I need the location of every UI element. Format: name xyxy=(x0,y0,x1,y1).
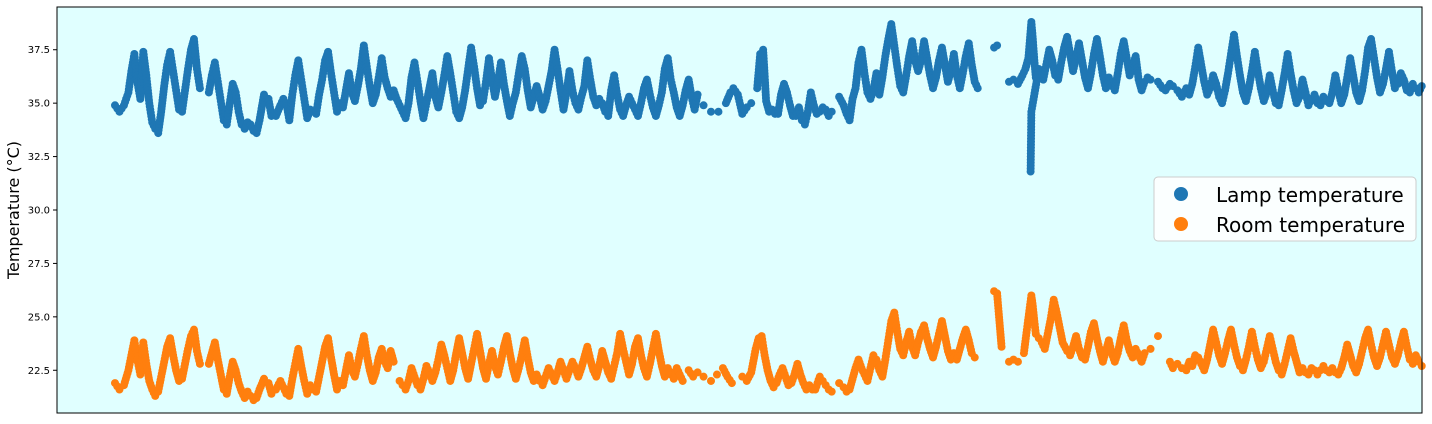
legend-box xyxy=(1153,176,1417,242)
legend-label-lamp: Lamp temperature xyxy=(1216,183,1404,207)
data-point xyxy=(693,368,702,377)
data-point xyxy=(1140,349,1149,358)
y-axis: 22.5 25.0 27.5 30.0 32.5 35.0 37.5 xyxy=(28,45,57,377)
data-point xyxy=(1026,167,1035,176)
data-point xyxy=(997,342,1006,351)
legend: Lamp temperature Room temperature xyxy=(1153,176,1417,242)
data-point xyxy=(727,379,736,388)
data-point xyxy=(699,372,708,381)
data-point xyxy=(707,376,715,385)
data-point xyxy=(195,359,204,368)
data-point xyxy=(1146,344,1155,353)
data-point xyxy=(747,99,756,108)
data-point xyxy=(693,90,702,99)
data-point xyxy=(389,357,398,366)
data-point xyxy=(1154,332,1162,341)
data-point xyxy=(993,41,1002,50)
data-point xyxy=(973,84,982,93)
data-point xyxy=(1013,357,1022,366)
y-tick-label: 37.5 xyxy=(28,45,50,56)
data-point xyxy=(678,376,687,385)
data-point xyxy=(970,353,979,362)
series-layer xyxy=(111,17,1426,405)
series-lamp-temperature xyxy=(111,17,1426,176)
y-tick-label: 30.0 xyxy=(28,206,50,217)
data-point xyxy=(707,107,715,116)
legend-label-room: Room temperature xyxy=(1216,213,1405,237)
data-point xyxy=(712,370,721,379)
y-tick-label: 25.0 xyxy=(28,312,50,323)
y-tick-label: 35.0 xyxy=(28,99,50,110)
legend-marker-lamp xyxy=(1174,187,1188,201)
y-tick-label: 22.5 xyxy=(28,366,50,377)
data-point xyxy=(714,107,723,116)
data-point xyxy=(827,107,836,116)
y-tick-label: 27.5 xyxy=(28,259,50,270)
data-point xyxy=(699,101,708,110)
legend-marker-room xyxy=(1174,217,1188,231)
y-tick-label: 32.5 xyxy=(28,152,50,163)
series-room-temperature xyxy=(111,287,1426,405)
data-point xyxy=(827,387,836,396)
y-axis-label: Temperature (°C) xyxy=(4,141,23,280)
data-point xyxy=(195,84,204,93)
data-point xyxy=(1146,75,1155,84)
